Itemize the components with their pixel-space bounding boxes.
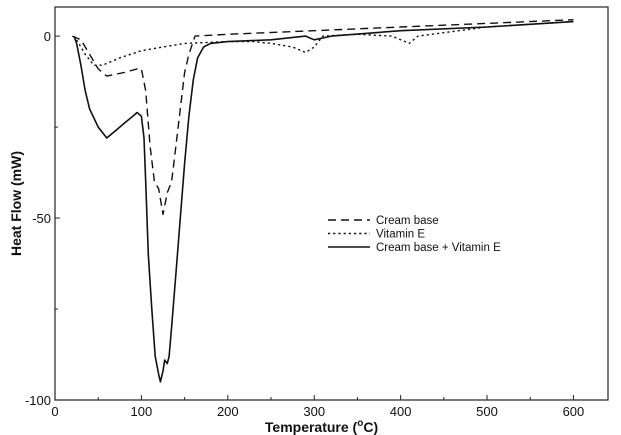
x-axis-title: Temperature (oC): [265, 418, 378, 435]
legend-label-2: Vitamin E: [376, 229, 425, 241]
x-tick-label: 400: [390, 404, 412, 419]
x-tick-label: 500: [476, 404, 498, 419]
legend-label-1: Cream base: [376, 215, 439, 227]
plot-area: [72, 19, 574, 383]
x-tick-label: 100: [131, 404, 153, 419]
x-tick-label: 200: [217, 404, 239, 419]
x-tick-label: 300: [303, 404, 325, 419]
y-tick-label: 0: [44, 29, 51, 44]
x-tick-label: 0: [51, 404, 58, 419]
y-axis-title: Heat Flow (mW): [8, 151, 24, 256]
series-line-3: [73, 20, 574, 383]
series-line-1: [72, 19, 574, 216]
axes: 0 100 200 300 400 500 600 0 -50 -100: [25, 6, 609, 419]
x-axis-title-end: C): [363, 419, 378, 435]
y-tick-label: -50: [32, 211, 51, 226]
x-axis-title-superscript: o: [357, 418, 363, 429]
series-line-2: [75, 20, 574, 66]
x-tick-label: 600: [563, 404, 585, 419]
x-axis-title-main: Temperature (: [265, 419, 358, 435]
legend-label-3: Cream base + Vitamin E: [376, 242, 501, 254]
plot-frame: [54, 6, 609, 401]
y-tick-label: -100: [25, 393, 51, 408]
